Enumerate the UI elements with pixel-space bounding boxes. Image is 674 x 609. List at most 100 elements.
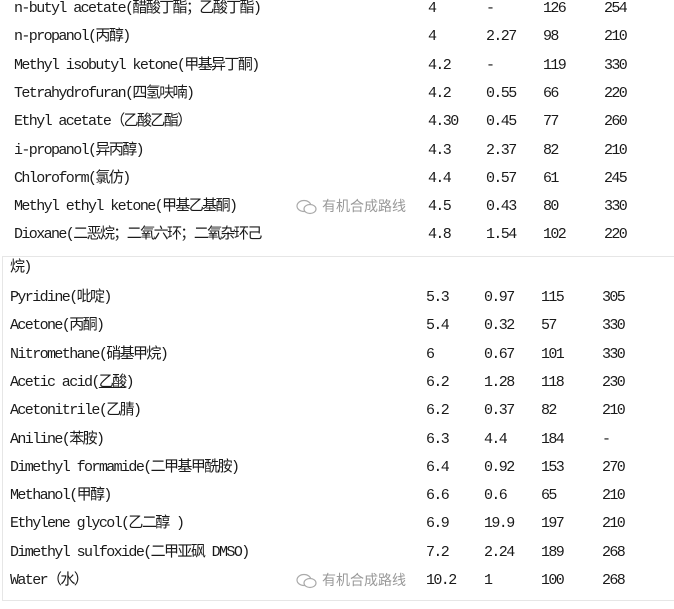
cell-name: Acetonitrile(乙腈) xyxy=(10,402,142,420)
table-row: i-propanol(异丙醇) 4.3 2.37 82 210 xyxy=(0,137,674,165)
cell-value: 7.2 xyxy=(426,543,450,561)
cell-value: 4.3 xyxy=(428,141,452,159)
cell-value: 305 xyxy=(602,289,626,306)
cell-value: 1.28 xyxy=(484,373,515,391)
table-row: Chloroform(氯仿) 4.4 0.57 61 245 xyxy=(0,165,674,193)
cell-value: 0.67 xyxy=(484,345,515,363)
table-row: Acetic acid(乙酸) 6.2 1.28 118 230 xyxy=(0,369,674,397)
wechat-icon xyxy=(296,573,317,589)
cell-value: 6.2 xyxy=(426,373,450,391)
cell-value: - xyxy=(602,430,611,448)
cell-value: 210 xyxy=(604,28,628,46)
cell-value: 6 xyxy=(426,345,435,363)
cell-name: Methyl ethyl ketone(甲基乙基酮) xyxy=(14,198,238,216)
cell-value: 210 xyxy=(604,141,628,159)
watermark-text: 有机合成路线 xyxy=(322,199,406,215)
table-row: n-butyl acetate(醋酸丁酯；乙酸丁酯) 4 - 126 254 xyxy=(0,0,674,23)
watermark: 有机合成路线 xyxy=(296,571,406,591)
cell-value: 1 xyxy=(484,572,493,589)
cell-name: Ethyl acetate（乙酸乙酯） xyxy=(14,113,192,131)
cell-value: 4.4 xyxy=(484,430,508,448)
cell-value: 268 xyxy=(602,572,626,589)
cell-value: 254 xyxy=(604,0,628,17)
cell-value: - xyxy=(486,0,495,17)
cell-value: 230 xyxy=(602,373,626,391)
cell-value: 210 xyxy=(602,515,626,533)
cell-value: 82 xyxy=(543,141,559,159)
cell-value: 5.3 xyxy=(426,289,450,306)
table-row: Acetone(丙酮) 5.4 0.32 57 330 xyxy=(0,312,674,340)
cell-value: 19.9 xyxy=(484,515,515,533)
table-row: Acetonitrile(乙腈) 6.2 0.37 82 210 xyxy=(0,397,674,425)
cell-value: 102 xyxy=(543,226,567,244)
cell-name: Pyridine(吡啶) xyxy=(10,289,112,306)
cell-value: 0.92 xyxy=(484,458,515,476)
cell-value: 101 xyxy=(541,345,565,363)
continuation-row: 烷) xyxy=(0,254,674,282)
table-row: Ethylene glycol(乙二醇 ) 6.9 19.9 197 210 xyxy=(0,510,674,538)
wechat-icon xyxy=(296,199,317,215)
cell-name: n-butyl acetate(醋酸丁酯；乙酸丁酯) xyxy=(14,0,262,17)
cell-name: 烷) xyxy=(10,259,32,276)
table-row: Methyl isobutyl ketone(甲基异丁酮) 4.2 - 119 330 xyxy=(0,52,674,80)
table-row: Aniline(苯胺) 6.3 4.4 184 - xyxy=(0,426,674,454)
cell-value: 77 xyxy=(543,113,559,131)
table-row: Water（水） 10.2 1 100 268 xyxy=(0,567,674,595)
table-row: Methanol(甲醇) 6.6 0.6 65 210 xyxy=(0,482,674,510)
cell-value: 197 xyxy=(541,515,565,533)
table-row: Dimethyl formamide(二甲基甲酰胺) 6.4 0.92 153 270 xyxy=(0,454,674,482)
cell-value: 330 xyxy=(604,198,628,216)
cell-name: Ethylene glycol(乙二醇 ) xyxy=(10,515,185,533)
cell-value: 0.6 xyxy=(484,487,508,505)
cell-value: 0.37 xyxy=(484,402,515,420)
cell-name: Methyl isobutyl ketone(甲基异丁酮) xyxy=(14,56,260,74)
cell-name: Nitromethane(硝基甲烷) xyxy=(10,345,169,363)
watermark-text: 有机合成路线 xyxy=(322,573,406,589)
cell-name: Acetic acid(乙酸) xyxy=(10,373,135,391)
cell-value: 6.6 xyxy=(426,487,450,505)
cell-name: Tetrahydrofuran(四氢呋喃) xyxy=(14,84,195,102)
cell-value: 5.4 xyxy=(426,317,450,335)
table-row: Ethyl acetate（乙酸乙酯） 4.30 0.45 77 260 xyxy=(0,108,674,136)
cell-value: 2.24 xyxy=(484,543,515,561)
cell-value: 184 xyxy=(541,430,565,448)
cell-value: 330 xyxy=(604,56,628,74)
cell-value: 4.8 xyxy=(428,226,452,244)
cell-value: 2.37 xyxy=(486,141,517,159)
table-row: Pyridine(吡啶) 5.3 0.97 115 305 xyxy=(0,284,674,312)
cell-value: 1.54 xyxy=(486,226,517,244)
cell-value: 4 xyxy=(428,0,437,17)
cell-value: 61 xyxy=(543,169,559,187)
cell-value: 2.27 xyxy=(486,28,517,46)
cell-name: Dimethyl formamide(二甲基甲酰胺) xyxy=(10,458,240,476)
cell-value: 57 xyxy=(541,317,557,335)
cell-value: 10.2 xyxy=(426,572,457,589)
cell-name: i-propanol(异丙醇) xyxy=(14,141,145,159)
cell-name: Chloroform(氯仿) xyxy=(14,169,131,187)
cell-value: 245 xyxy=(604,169,628,187)
cell-name: Aniline(苯胺) xyxy=(10,430,105,448)
cell-value: 118 xyxy=(541,373,565,391)
cell-value: 210 xyxy=(602,487,626,505)
cell-value: 0.97 xyxy=(484,289,515,306)
cell-value: 330 xyxy=(602,345,626,363)
cell-value: 4 xyxy=(428,28,437,46)
cell-name: Dioxane(二恶烷；二氧六环；二氧杂环己 xyxy=(14,226,262,244)
table-row: Dimethyl sulfoxide(二甲亚砜 DMSO) 7.2 2.24 189 2… xyxy=(0,539,674,567)
table-border xyxy=(2,256,674,601)
table-row: Tetrahydrofuran(四氢呋喃) 4.2 0.55 66 220 xyxy=(0,80,674,108)
cell-value: 65 xyxy=(541,487,557,505)
table-row: Methyl ethyl ketone(甲基乙基酮) 4.5 0.43 80 330 xyxy=(0,193,674,221)
cell-value: 80 xyxy=(543,198,559,216)
table-row: n-propanol(丙醇) 4 2.27 98 210 xyxy=(0,23,674,51)
cell-value: 66 xyxy=(543,84,559,102)
cell-value: 0.45 xyxy=(486,113,517,131)
table-row: Nitromethane(硝基甲烷) 6 0.67 101 330 xyxy=(0,341,674,369)
cell-value: 4.4 xyxy=(428,169,452,187)
cell-value: 115 xyxy=(541,289,565,306)
watermark: 有机合成路线 xyxy=(296,197,406,217)
cell-value: 189 xyxy=(541,543,565,561)
cell-value: 4.2 xyxy=(428,56,452,74)
cell-value: 220 xyxy=(604,226,628,244)
cell-value: 270 xyxy=(602,458,626,476)
